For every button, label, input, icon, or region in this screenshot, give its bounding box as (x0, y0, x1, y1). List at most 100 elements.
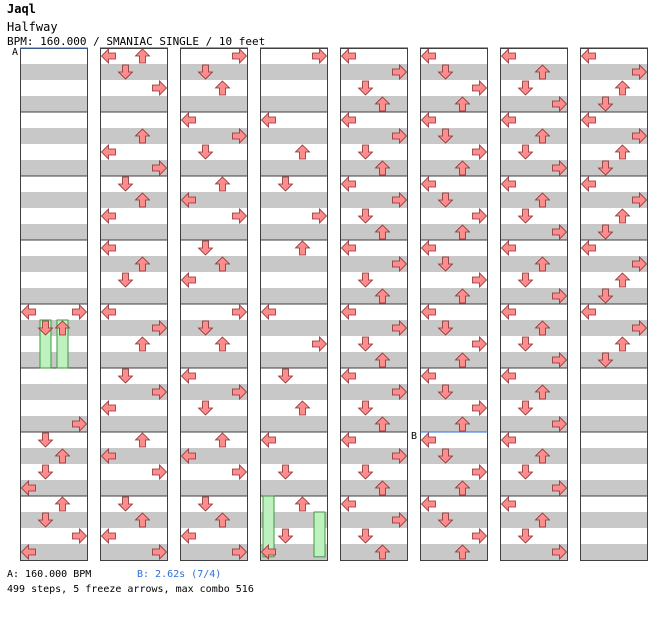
up-arrow (374, 416, 391, 432)
down-arrow (597, 160, 614, 176)
beat-stripe (500, 512, 568, 528)
left-arrow (500, 304, 516, 320)
beat-stripe (20, 192, 88, 208)
chart-column-frame (180, 48, 248, 561)
left-arrow (100, 400, 116, 416)
up-arrow (54, 496, 71, 512)
beat-stripe (180, 448, 248, 464)
right-arrow (232, 48, 248, 64)
beat-stripe (500, 480, 568, 496)
up-arrow (374, 224, 391, 240)
beat-stripe (20, 320, 88, 336)
up-arrow (54, 448, 71, 464)
beat-stripe (100, 416, 168, 432)
left-arrow (20, 304, 36, 320)
beat-stripe (260, 544, 328, 560)
beat-stripe (580, 96, 648, 112)
beat-stripe (180, 128, 248, 144)
up-arrow (454, 416, 471, 432)
left-arrow (420, 176, 436, 192)
beat-stripe (340, 64, 408, 80)
down-arrow (437, 320, 454, 336)
right-arrow (632, 256, 648, 272)
up-arrow (614, 208, 631, 224)
right-arrow (392, 384, 408, 400)
beat-stripe (260, 448, 328, 464)
right-arrow (232, 544, 248, 560)
left-arrow (260, 432, 276, 448)
right-arrow (72, 528, 88, 544)
up-arrow (134, 512, 151, 528)
down-arrow (197, 320, 214, 336)
down-arrow (517, 528, 534, 544)
beat-stripe (180, 480, 248, 496)
song-title: Halfway (7, 20, 58, 34)
beat-stripe (420, 320, 488, 336)
right-arrow (392, 192, 408, 208)
bpm-legend-a: A: 160.000 BPM (7, 569, 92, 580)
up-arrow (134, 192, 151, 208)
beat-stripe (420, 448, 488, 464)
beat-stripe (100, 128, 168, 144)
left-arrow (100, 304, 116, 320)
beat-stripe (420, 512, 488, 528)
down-arrow (517, 400, 534, 416)
left-arrow (100, 240, 116, 256)
down-arrow (37, 320, 54, 336)
left-arrow (340, 432, 356, 448)
left-arrow (340, 176, 356, 192)
beat-stripe (500, 320, 568, 336)
beat-stripe (20, 288, 88, 304)
beat-stripe (420, 160, 488, 176)
right-arrow (552, 288, 568, 304)
left-arrow (260, 112, 276, 128)
beat-stripe (180, 160, 248, 176)
beat-stripe (580, 160, 648, 176)
right-arrow (472, 272, 488, 288)
up-arrow (454, 160, 471, 176)
chart-column-frame (420, 48, 488, 561)
up-arrow (214, 336, 231, 352)
beat-stripe (340, 256, 408, 272)
down-arrow (37, 512, 54, 528)
left-arrow (500, 48, 516, 64)
right-arrow (472, 464, 488, 480)
beat-stripe (100, 352, 168, 368)
left-arrow (580, 240, 596, 256)
beat-stripe (260, 352, 328, 368)
beat-stripe (340, 512, 408, 528)
beat-stripe (500, 96, 568, 112)
beat-stripe (420, 480, 488, 496)
beat-stripe (500, 544, 568, 560)
right-arrow (392, 128, 408, 144)
left-arrow (420, 304, 436, 320)
up-arrow (454, 544, 471, 560)
right-arrow (152, 160, 168, 176)
left-arrow (420, 432, 436, 448)
up-arrow (214, 432, 231, 448)
left-arrow (580, 176, 596, 192)
beat-stripe (340, 320, 408, 336)
beat-stripe (580, 384, 648, 400)
beat-stripe (260, 96, 328, 112)
right-arrow (152, 464, 168, 480)
beat-stripe (20, 96, 88, 112)
down-arrow (277, 176, 294, 192)
up-arrow (614, 144, 631, 160)
beat-stripe (580, 320, 648, 336)
down-arrow (437, 512, 454, 528)
down-arrow (277, 464, 294, 480)
right-arrow (552, 416, 568, 432)
left-arrow (500, 432, 516, 448)
step-stats: 499 steps, 5 freeze arrows, max combo 51… (7, 584, 254, 595)
up-arrow (374, 352, 391, 368)
beat-stripe (500, 288, 568, 304)
beat-stripe (180, 384, 248, 400)
beat-stripe (260, 256, 328, 272)
beat-stripe (580, 416, 648, 432)
right-arrow (552, 352, 568, 368)
beat-stripe (340, 96, 408, 112)
left-arrow (340, 48, 356, 64)
beat-stripe (100, 448, 168, 464)
beat-stripe (340, 224, 408, 240)
